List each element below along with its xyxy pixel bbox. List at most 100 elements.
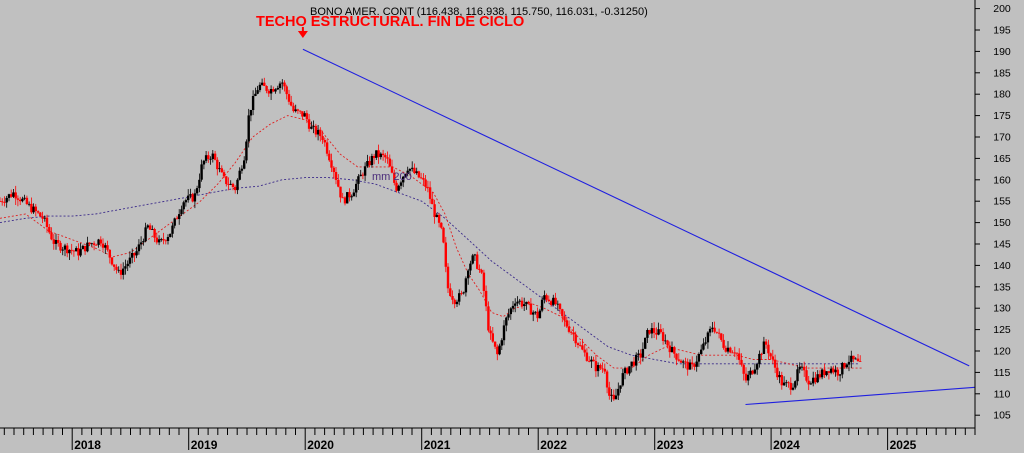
candle-body <box>247 115 250 142</box>
candle-body <box>204 155 208 161</box>
candle-body <box>469 263 472 271</box>
candle-body <box>471 255 474 264</box>
y-tick-label: 115 <box>994 367 1011 379</box>
candle-body <box>155 237 158 243</box>
candle-body <box>756 364 759 370</box>
candle-body <box>630 361 633 367</box>
candle-body <box>142 241 145 243</box>
candle-body <box>715 331 718 333</box>
candle-body <box>328 153 331 161</box>
candle-body <box>563 316 566 321</box>
candle-body <box>505 317 508 326</box>
candle-body <box>137 244 141 252</box>
candle-body <box>75 248 78 252</box>
candle-body <box>146 225 149 228</box>
x-tick-label: 2019 <box>191 438 218 452</box>
candle-body <box>115 266 118 270</box>
overlay-layer <box>297 27 976 406</box>
candle-body <box>498 345 501 355</box>
candle-body <box>767 344 770 354</box>
candle-body <box>684 361 687 363</box>
candle-body <box>415 171 418 174</box>
candle-body <box>310 126 313 129</box>
candle-body <box>61 249 64 251</box>
candle-body <box>66 245 69 254</box>
candle-body <box>442 227 445 243</box>
candle-body <box>32 206 35 213</box>
candle-body <box>16 198 20 200</box>
candle-body <box>213 153 217 160</box>
candle-body <box>269 89 273 94</box>
candle-body <box>388 158 391 167</box>
candle-body <box>245 141 248 161</box>
candle-body <box>581 345 584 350</box>
candle-body <box>599 365 602 369</box>
candle-body <box>361 174 365 176</box>
y-tick-label: 155 <box>993 196 1011 208</box>
candle-body <box>334 172 338 180</box>
candle-body <box>462 292 465 294</box>
candle-body <box>144 227 147 242</box>
y-tick-label: 145 <box>993 239 1011 251</box>
candle-body <box>36 211 40 213</box>
candle-body <box>850 355 853 362</box>
candle-body <box>251 96 255 110</box>
candle-body <box>639 353 642 358</box>
candle-body <box>832 368 835 373</box>
candle-body <box>267 90 270 94</box>
candle-body <box>458 293 461 302</box>
candle-body <box>372 156 376 158</box>
y-axis: 105 110 115 120 125 130 135 140 145 150 155 160 165 1… <box>974 0 1011 428</box>
candle-body <box>516 301 519 304</box>
candle-body <box>41 216 44 219</box>
candle-body <box>552 297 555 305</box>
candle-body <box>323 140 326 143</box>
peak-arrow-head <box>297 31 308 38</box>
candle-body <box>807 380 810 385</box>
candle-body <box>366 161 369 167</box>
y-tick-label: 185 <box>993 67 1011 79</box>
candle-body <box>545 295 548 300</box>
candle-body <box>614 395 618 400</box>
candle-body <box>139 242 143 245</box>
chart-title: BONO AMER. CONT (116.438, 116.938, 115.7… <box>310 6 648 18</box>
candle-body <box>25 197 29 204</box>
candle-body <box>619 385 622 389</box>
y-tick-label: 195 <box>993 25 1011 37</box>
candle-body <box>355 183 358 193</box>
candle-body <box>592 359 595 362</box>
candle-body <box>565 320 568 327</box>
y-tick-label: 200 <box>993 3 1011 15</box>
candle-body <box>90 243 93 245</box>
candle-body <box>500 340 503 346</box>
candle-body <box>440 222 443 228</box>
candle-body <box>151 229 154 230</box>
candle-body <box>751 370 754 374</box>
candle-body <box>738 353 741 360</box>
x-tick-label: 2020 <box>307 438 334 452</box>
annotation-text: TECHO ESTRUCTURAL. FIN DE CICLO <box>256 14 524 30</box>
candle-body <box>77 248 80 256</box>
candle-body <box>325 142 329 154</box>
x-tick-label: 2023 <box>657 438 684 452</box>
candle-body <box>50 232 53 240</box>
candle-body <box>794 381 797 388</box>
candle-body <box>644 337 647 349</box>
candle-body <box>303 113 306 117</box>
candle-body <box>455 301 459 305</box>
candle-body <box>312 125 315 127</box>
candle-body <box>70 249 73 251</box>
candle-body <box>820 369 824 378</box>
candle-body <box>131 253 134 258</box>
candle-body <box>576 343 580 345</box>
candle-body <box>758 353 761 365</box>
candle-body <box>3 202 6 203</box>
candle-body <box>287 94 291 102</box>
candle-body <box>157 239 161 243</box>
candle-body <box>34 206 37 212</box>
candle-body <box>229 183 232 185</box>
candle-body <box>63 245 67 250</box>
candle-body <box>79 249 82 256</box>
candle-body <box>200 164 203 180</box>
candle-body <box>52 239 55 244</box>
